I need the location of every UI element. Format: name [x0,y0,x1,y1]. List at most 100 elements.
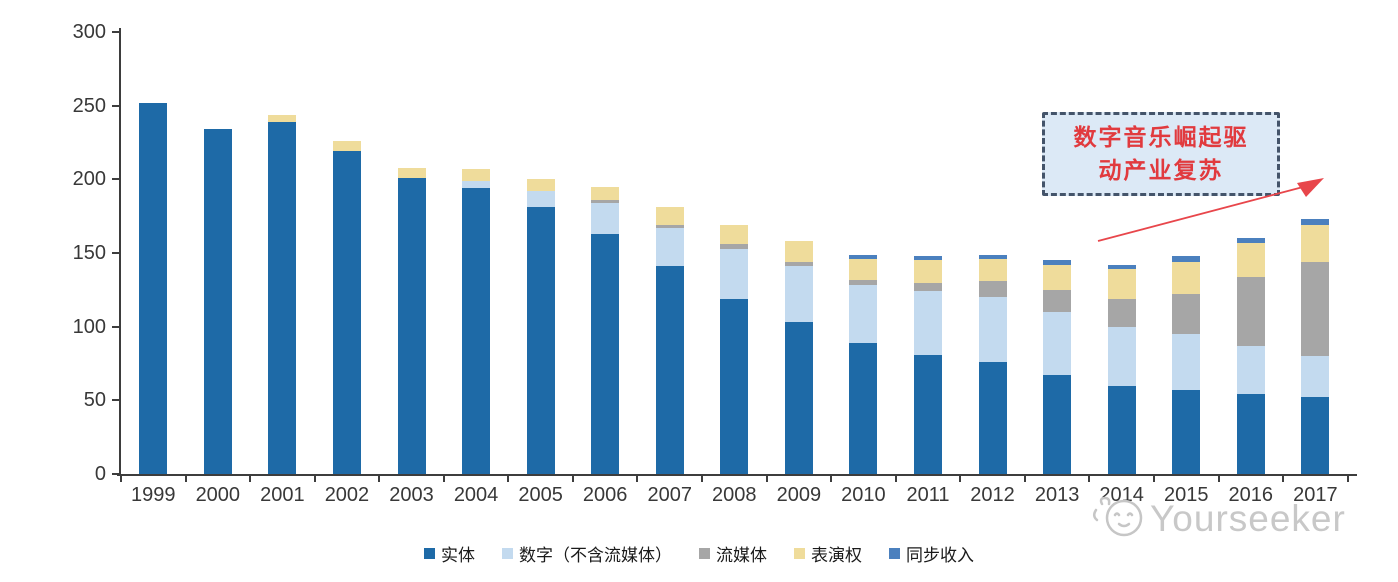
x-label-2002: 2002 [324,484,370,506]
y-label-0: 0 [94,463,106,485]
x-tick-18 [1282,476,1285,482]
x-label-1999: 1999 [131,484,176,506]
x-label-2014: 2014 [1099,484,1144,506]
bar-2017-segment-同步收入 [1301,219,1330,226]
bar-2005-segment-表演权 [526,179,555,192]
bar-2014-segment-数字（不含流媒体） [1107,326,1136,386]
y-label-50: 50 [83,389,106,412]
y-label-200: 200 [72,168,106,191]
x-tick-8 [636,476,639,482]
x-label-2004: 2004 [453,484,499,506]
bar-2015-segment-实体 [1172,390,1201,474]
bar-2002-segment-表演权 [332,141,361,152]
bar-2011-segment-实体 [914,354,942,474]
bar-2009-segment-流媒体 [784,261,813,267]
x-label-2015: 2015 [1163,484,1209,506]
bar-2015 [1172,255,1201,474]
x-tick-5 [442,476,445,482]
x-tick-7 [571,476,574,482]
x-tick-9 [701,476,704,482]
bar-2003-segment-表演权 [397,167,426,178]
bar-2013-segment-同步收入 [1043,260,1072,265]
bar-2007-segment-实体 [655,266,684,474]
bar-2013-segment-表演权 [1043,264,1072,290]
bar-1999 [139,102,168,474]
bar-2000 [203,129,232,474]
bar-2003-segment-实体 [397,177,426,474]
legend-item-表演权: 表演权 [794,541,862,566]
legend-label: 数字（不含流媒体） [519,546,672,566]
bar-2008-segment-流媒体 [720,244,749,249]
legend-label: 表演权 [811,546,862,566]
bar-2016-segment-实体 [1236,394,1265,474]
legend-item-实体: 实体 [424,541,475,566]
x-tick-16 [1152,476,1155,482]
bar-2006-segment-表演权 [591,186,620,201]
legend-label: 流媒体 [716,546,767,566]
bar-2015-segment-流媒体 [1172,294,1201,334]
x-label-2016: 2016 [1228,484,1274,506]
x-tick-15 [1088,476,1091,482]
annotation-line1: 数字音乐崛起驱 [1073,123,1249,151]
y-label-150: 150 [72,242,106,264]
bar-2009-segment-表演权 [784,241,813,262]
bar-2007-segment-流媒体 [655,225,684,229]
x-label-2005: 2005 [518,484,563,506]
bar-2011-segment-流媒体 [914,282,942,292]
x-label-2009: 2009 [776,484,822,506]
bar-2007-segment-数字（不含流媒体） [655,228,684,267]
bar-2001-segment-表演权 [268,114,297,122]
x-tick-11 [830,476,833,482]
bar-2013 [1043,260,1072,474]
legend-label: 同步收入 [906,546,974,566]
legend-label: 实体 [441,546,475,566]
bar-2006-segment-数字（不含流媒体） [591,202,620,234]
bar-2006 [591,186,620,474]
bar-2009-segment-实体 [784,322,813,474]
bar-2009 [784,241,813,474]
x-tick-10 [765,476,768,482]
x-tick-0 [120,476,122,482]
x-label-2008: 2008 [712,484,757,506]
bar-2007-segment-表演权 [655,207,684,226]
y-tick-200 [112,178,119,181]
bar-2012-segment-流媒体 [978,281,1007,298]
x-label-2006: 2006 [582,484,628,506]
bar-2010 [849,254,878,474]
x-label-2010: 2010 [841,484,886,506]
annotation-line2: 动产业复苏 [1098,157,1224,184]
bar-2016-segment-流媒体 [1236,276,1265,346]
bar-2005-segment-数字（不含流媒体） [526,191,555,208]
bar-2008-segment-实体 [720,298,749,474]
bar-2013-segment-实体 [1043,375,1072,474]
bar-2011-segment-表演权 [914,260,942,283]
bar-2016-segment-表演权 [1236,242,1265,277]
bar-2004-segment-数字（不含流媒体） [462,180,491,189]
y-label-100: 100 [72,315,106,338]
bar-1999-segment-实体 [139,102,168,474]
bar-2012-segment-同步收入 [978,254,1007,259]
bar-2010-segment-实体 [849,342,878,474]
bar-2006-segment-实体 [591,233,620,474]
bar-2014-segment-同步收入 [1107,264,1136,270]
x-label-2000: 2000 [195,484,241,506]
bar-2003 [397,167,426,474]
bar-2010-segment-同步收入 [849,254,878,259]
y-tick-300 [112,31,119,33]
bar-2012-segment-实体 [978,362,1007,474]
x-tick-2 [249,476,252,482]
watermark: Yourseeker [1088,496,1346,542]
watermark-text: Yourseeker [1150,498,1346,539]
bar-2005-segment-实体 [526,207,555,474]
y-label-250: 250 [72,94,106,117]
bar-2011-segment-数字（不含流媒体） [914,291,942,355]
yourseeker-logo-icon [1093,496,1143,537]
bar-2002-segment-实体 [332,151,361,474]
legend-swatch [889,548,900,559]
legend-item-数字（不含流媒体）: 数字（不含流媒体） [502,541,672,566]
x-axis-line [117,474,1357,476]
bar-2005 [526,179,555,474]
bar-2008-segment-表演权 [720,225,749,245]
bar-2011-segment-同步收入 [914,256,942,261]
